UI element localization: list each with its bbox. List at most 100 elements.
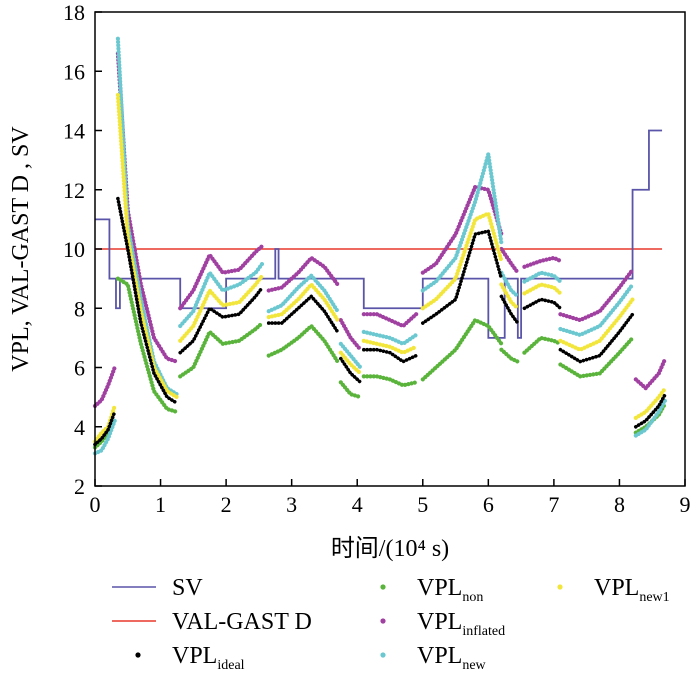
series-new-segment (178, 261, 265, 329)
chart-legend: SV VAL-GAST D VPLideal VPLnon VPLinflated VPL… (112, 575, 670, 673)
y-axis: 2 4 6 8 10 12 14 16 18 (63, 0, 102, 499)
legend-swatch (380, 584, 386, 590)
legend-swatch (135, 652, 141, 658)
y-axis-title: VPL, VAL-GAST D , SV (8, 126, 34, 372)
series-non-segment (115, 276, 179, 414)
series-ideal-segment (93, 410, 117, 447)
x-tick-label: 2 (221, 492, 232, 517)
legend-label: VPLnew (417, 643, 487, 673)
series-ideal-segment (178, 285, 264, 355)
series-new1-segment (558, 297, 635, 352)
legend-item-ideal: VPLideal (135, 643, 245, 673)
y-tick-label: 2 (74, 474, 85, 499)
series-new-segment (499, 270, 520, 299)
x-tick-label: 8 (614, 492, 625, 517)
series-inflated-segment (633, 356, 668, 391)
series-new-segment (633, 398, 668, 438)
series-new1-segment (522, 282, 563, 296)
x-tick-label: 1 (155, 492, 166, 517)
x-axis: 0 1 2 3 4 5 6 7 8 9 (90, 479, 691, 517)
series-ideal-segment (558, 312, 635, 364)
y-tick-label: 6 (74, 356, 85, 381)
series-ideal-segment (116, 196, 179, 405)
legend-item-inflated: VPLinflated (380, 609, 505, 639)
x-axis-title: 时间/(10⁴ s) (331, 535, 449, 562)
series-inflated-segment (338, 318, 363, 352)
series-non-segment (266, 323, 340, 364)
series-new1-segment (266, 282, 340, 323)
legend-label: SV (172, 575, 203, 601)
legend-label: VPLinflated (417, 609, 505, 639)
series-inflated-segment (499, 246, 520, 275)
legend-item-non: VPLnon (380, 575, 483, 605)
series-ideal-segment (362, 347, 418, 364)
series-new1 (92, 92, 668, 444)
series-new1-segment (115, 92, 179, 400)
series-new1-segment (420, 211, 504, 311)
legend-swatch (380, 652, 386, 658)
y-tick-label: 8 (74, 296, 85, 321)
series-inflated-segment (361, 312, 419, 329)
x-tick-label: 7 (548, 492, 559, 517)
legend-swatch (380, 618, 386, 624)
series-new (92, 36, 668, 456)
series-inflated (92, 51, 668, 409)
series-new1-segment (633, 386, 668, 420)
series-new1-segment (361, 338, 419, 355)
chart-marks (92, 36, 668, 456)
series-non-segment (558, 335, 635, 379)
series-inflated-segment (420, 184, 504, 275)
y-tick-label: 12 (63, 178, 85, 203)
legend-item-new1: VPLnew1 (557, 575, 670, 605)
y-tick-label: 18 (63, 0, 85, 25)
y-tick-label: 4 (74, 415, 85, 440)
series-inflated-segment (266, 255, 340, 293)
series-non-segment (420, 318, 504, 382)
series-inflated-segment (558, 267, 635, 323)
legend-label: VPLideal (172, 643, 245, 673)
legend-item-new: VPLnew (380, 643, 487, 673)
x-tick-label: 9 (680, 492, 691, 517)
x-tick-label: 6 (483, 492, 494, 517)
series-new-segment (361, 329, 419, 346)
series-ideal-segment (634, 392, 668, 429)
series-ideal-segment (421, 229, 504, 325)
series-ideal (93, 196, 668, 447)
series-new1-segment (338, 350, 363, 376)
x-tick-label: 0 (90, 492, 101, 517)
series-new-segment (522, 270, 563, 284)
legend-item-sv: SV (112, 575, 203, 601)
series-ideal-segment (522, 297, 563, 311)
sv-line (95, 129, 663, 339)
x-tick-label: 3 (286, 492, 297, 517)
y-tick-label: 14 (63, 119, 85, 144)
series-non-segment (499, 347, 520, 364)
x-tick-label: 5 (417, 492, 428, 517)
series-new-segment (92, 418, 117, 456)
legend-label: VAL-GAST D (172, 609, 312, 635)
legend-item-val: VAL-GAST D (112, 609, 312, 635)
series-non-segment (338, 380, 363, 400)
series-new-segment (420, 152, 504, 293)
series-ideal-segment (499, 294, 520, 325)
series-non-segment (361, 374, 419, 388)
series-ideal-segment (266, 294, 340, 334)
legend-label: VPLnon (417, 575, 483, 605)
series-new1-segment (178, 273, 265, 343)
legend-swatch (557, 584, 563, 590)
x-tick-label: 4 (352, 492, 363, 517)
series-new-segment (338, 341, 363, 370)
series-inflated-segment (522, 255, 563, 269)
series-new-segment (558, 282, 635, 337)
series-inflated-segment (178, 243, 265, 311)
series-inflated-segment (92, 365, 117, 409)
series-non-segment (522, 335, 563, 355)
series-ideal-segment (339, 356, 363, 385)
legend-label: VPLnew1 (594, 575, 670, 605)
y-tick-label: 10 (63, 237, 85, 262)
series-non-segment (178, 321, 265, 379)
series-new1-segment (499, 282, 520, 311)
y-tick-label: 16 (63, 59, 85, 84)
series-new-segment (266, 273, 340, 314)
